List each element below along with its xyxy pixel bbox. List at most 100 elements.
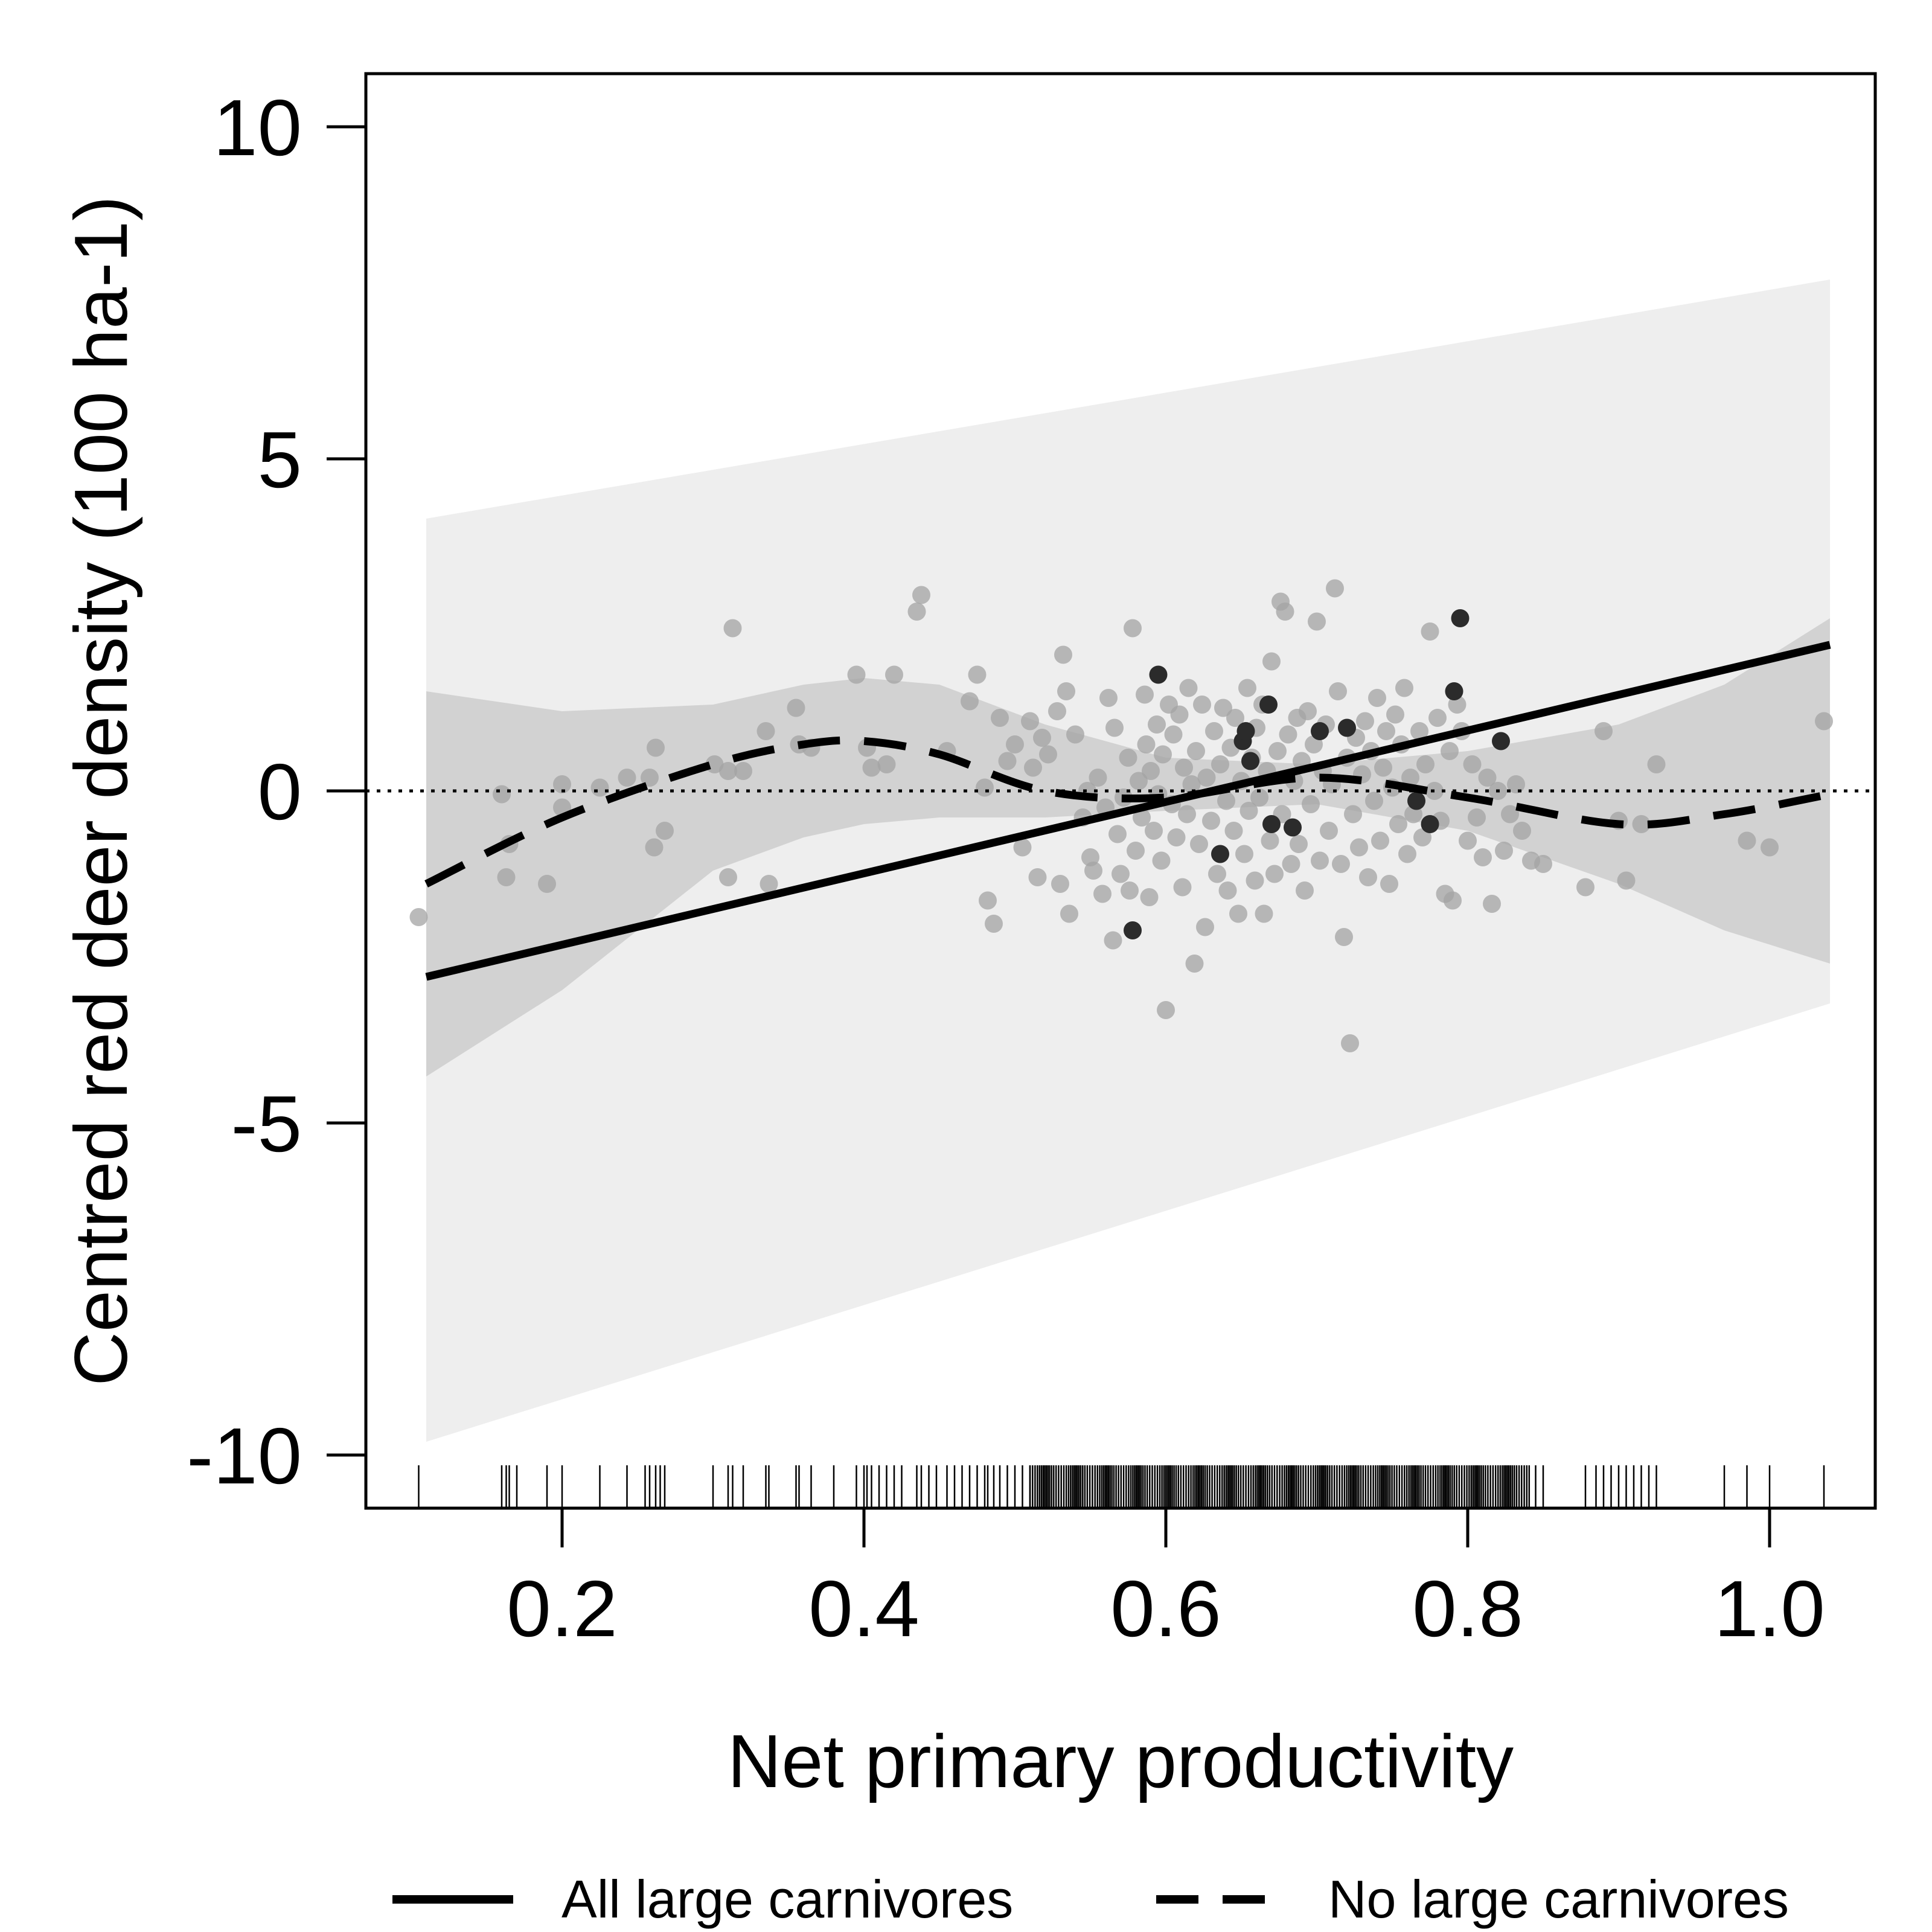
data-point-highlighted: [1421, 815, 1439, 833]
data-point: [656, 822, 674, 840]
data-point: [1084, 862, 1102, 880]
data-point: [538, 875, 556, 893]
data-point: [553, 775, 571, 793]
data-point: [1311, 851, 1329, 870]
data-point: [1359, 868, 1377, 886]
data-point: [1142, 762, 1160, 780]
data-point: [1239, 802, 1258, 820]
data-point: [1130, 772, 1148, 790]
data-point: [493, 785, 511, 804]
data-point: [1178, 805, 1196, 824]
data-point: [1226, 709, 1244, 727]
legend: All large carnivores No large carnivores: [392, 1869, 1789, 1929]
y-axis: 10 5 0 -5 -10: [187, 83, 366, 1500]
data-point: [1224, 822, 1243, 840]
data-point: [1105, 718, 1124, 737]
data-point: [1389, 815, 1407, 833]
data-point: [641, 769, 659, 787]
data-point: [1154, 745, 1172, 764]
data-point: [1374, 758, 1392, 777]
data-point: [1137, 735, 1156, 753]
data-point: [1013, 838, 1032, 857]
data-point: [1238, 679, 1256, 697]
data-point: [1344, 805, 1362, 824]
data-point: [723, 619, 742, 638]
data-point: [1170, 705, 1189, 724]
data-point: [1179, 679, 1198, 697]
data-point: [1051, 875, 1069, 893]
y-tick-label: 0: [258, 747, 302, 836]
data-point: [734, 762, 752, 780]
data-point-highlighted: [1149, 665, 1168, 684]
data-point: [1057, 682, 1075, 700]
data-point: [1416, 755, 1435, 773]
data-point: [1261, 831, 1279, 850]
data-point: [1185, 955, 1204, 973]
data-point: [1595, 722, 1613, 740]
data-point: [985, 915, 1003, 933]
data-point: [1121, 881, 1139, 900]
data-point: [1282, 855, 1300, 873]
data-point: [1190, 835, 1208, 853]
data-point: [618, 769, 636, 787]
data-point: [1463, 755, 1482, 773]
data-point: [1167, 828, 1186, 846]
data-point: [1033, 729, 1051, 747]
data-point: [1006, 735, 1024, 753]
data-point: [719, 868, 737, 886]
data-point: [1124, 619, 1142, 638]
data-point: [877, 755, 896, 773]
data-point: [968, 665, 987, 684]
x-tick-label: 0.8: [1412, 1564, 1523, 1653]
data-point: [1401, 769, 1419, 787]
data-point: [590, 778, 609, 797]
data-point: [961, 692, 979, 711]
data-point: [1182, 775, 1201, 793]
data-point: [1202, 811, 1220, 830]
data-point: [998, 752, 1017, 770]
data-point: [1421, 622, 1439, 641]
data-point: [1250, 788, 1268, 807]
data-point-highlighted: [1451, 609, 1470, 627]
data-point: [1265, 865, 1284, 883]
data-point: [1246, 871, 1264, 890]
data-point: [1483, 895, 1501, 913]
data-point: [1104, 931, 1122, 950]
y-axis-title: Centred red deer density (100 ha-1): [60, 196, 143, 1386]
data-point-highlighted: [1445, 682, 1463, 700]
data-point: [1024, 758, 1042, 777]
x-tick-label: 0.6: [1110, 1564, 1221, 1653]
data-point: [1335, 928, 1353, 946]
data-point: [1060, 904, 1078, 923]
data-point: [1326, 579, 1344, 598]
data-point: [1187, 742, 1205, 760]
data-point: [760, 875, 778, 893]
data-point: [1290, 835, 1308, 853]
data-point: [907, 603, 926, 621]
data-point: [862, 758, 881, 777]
data-point-highlighted: [1211, 845, 1229, 863]
data-point: [1576, 878, 1595, 897]
data-point: [1302, 795, 1320, 813]
data-point: [1513, 822, 1531, 840]
data-point: [912, 586, 930, 604]
data-point: [1428, 709, 1447, 727]
y-tick-label: -10: [187, 1412, 302, 1500]
data-point: [1534, 855, 1552, 873]
data-point: [1196, 918, 1214, 936]
data-point: [1632, 815, 1651, 833]
data-point: [1501, 805, 1519, 824]
data-point: [1197, 769, 1216, 787]
data-point: [1350, 838, 1368, 857]
data-point: [1320, 822, 1338, 840]
ci-band-all-large-carnivores: [426, 280, 1830, 1442]
data-point: [991, 709, 1009, 727]
fit-line-no-large-carnivores: [424, 736, 1831, 888]
data-point: [756, 722, 775, 740]
data-point: [1229, 904, 1247, 923]
data-point: [1365, 792, 1383, 810]
data-point: [885, 665, 903, 684]
data-point: [1761, 838, 1779, 857]
data-point: [1647, 755, 1666, 773]
data-point: [1815, 712, 1833, 731]
